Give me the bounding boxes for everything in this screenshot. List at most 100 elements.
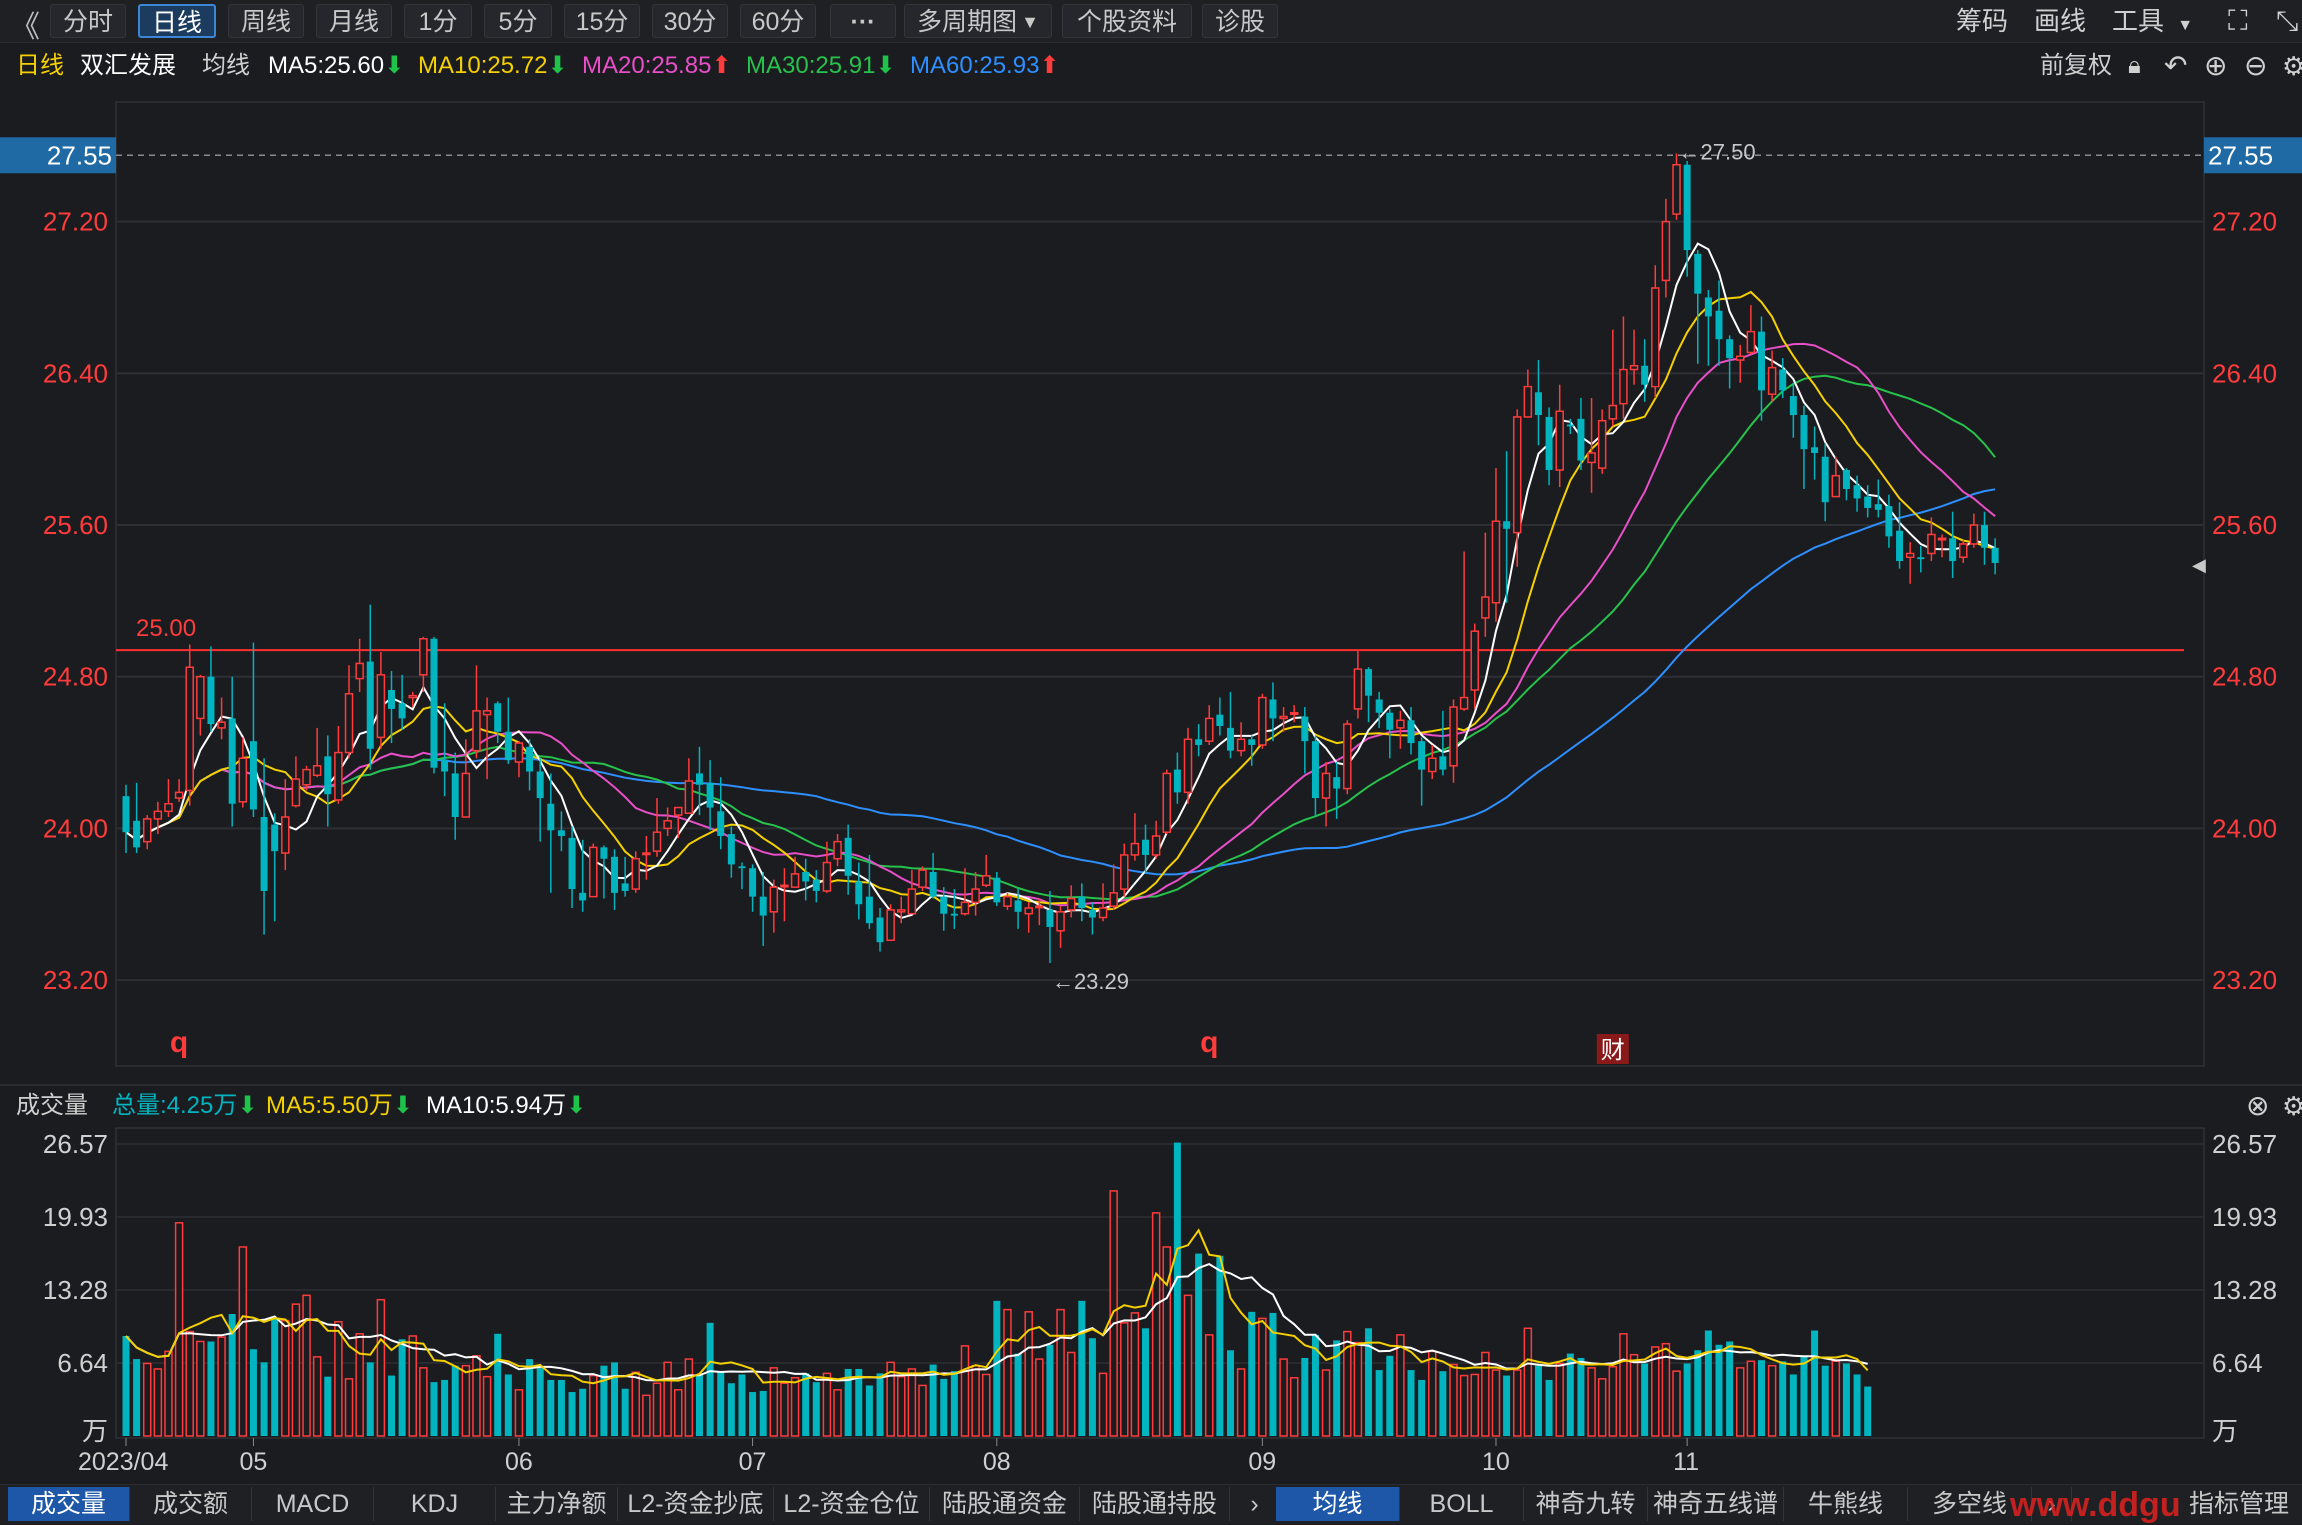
chip-button[interactable]: 筹码: [1956, 6, 2009, 36]
candle-body: [504, 731, 512, 761]
tools-button[interactable]: 工具 ▼: [2112, 4, 2193, 38]
x-tick-label: 06: [505, 1448, 533, 1476]
tab-daily[interactable]: 日线: [138, 4, 216, 38]
tab-volume[interactable]: 成交量: [8, 1487, 130, 1521]
candle-body: [472, 710, 481, 752]
tab-northbound-hold[interactable]: 陆股通持股: [1080, 1487, 1230, 1521]
x-tick-label: 11: [1673, 1448, 1699, 1476]
indicator-manage-button[interactable]: 指标管理: [2188, 1490, 2289, 1518]
candle-body: [717, 811, 725, 836]
tab-weekly[interactable]: 周线: [228, 4, 304, 38]
candle-body: [1109, 892, 1118, 907]
ma-label[interactable]: 均线: [202, 52, 250, 79]
candle-body: [1353, 668, 1363, 710]
zoom-in-icon[interactable]: ⊕: [2204, 50, 2228, 81]
y-tick-label-left: 27.20: [43, 207, 108, 237]
tab-main-net[interactable]: 主力净额: [496, 1487, 618, 1521]
candle-body: [1481, 596, 1490, 619]
volume-unit-left: 万: [82, 1416, 108, 1446]
volume-bar: [1418, 1379, 1426, 1436]
volume-bar: [344, 1378, 354, 1437]
adjust-mode[interactable]: 前复权: [2040, 52, 2112, 79]
chevron-right-icon[interactable]: ›: [2032, 1487, 2072, 1521]
tab-monthly[interactable]: 月线: [316, 4, 392, 38]
volume-bar: [1279, 1358, 1288, 1437]
volume-bar: [1236, 1368, 1246, 1437]
candle-body: [451, 773, 459, 818]
volume-bar: [1779, 1361, 1787, 1436]
volume-bar: [324, 1376, 332, 1436]
tab-60min[interactable]: 60分: [740, 4, 816, 38]
chevron-right-icon[interactable]: ›: [1230, 1487, 1280, 1521]
candle-body: [142, 818, 152, 843]
volume-bar: [621, 1388, 629, 1436]
arrow-down-icon: ⬇: [392, 1092, 413, 1119]
volume-bar: [376, 1298, 386, 1437]
stock-info-button[interactable]: 个股资料: [1062, 4, 1192, 38]
candle-body: [1566, 424, 1574, 427]
fullscreen-icon[interactable]: ⛶: [2228, 5, 2248, 36]
candle-body: [1269, 699, 1277, 719]
candle-body: [1949, 538, 1957, 562]
tab-boll[interactable]: BOLL: [1400, 1487, 1524, 1521]
volume-chart[interactable]: 26.57 26.57 19.93 19.93 13.28 13.28 6.64 6.64 万 万…: [0, 1085, 2302, 1485]
tab-bull-bear[interactable]: 牛熊线: [1784, 1487, 1908, 1521]
candle-body: [1555, 410, 1564, 471]
tab-5min[interactable]: 5分: [484, 4, 552, 38]
tab-turnover[interactable]: 成交额: [130, 1487, 252, 1521]
volume-bar: [960, 1345, 970, 1437]
tab-macd[interactable]: MACD: [252, 1487, 374, 1521]
price-chart[interactable]: 23.20 23.20 24.00 24.00 24.80 24.80 25.60 25.60…: [0, 100, 2302, 1072]
x-tick-label: 08: [983, 1448, 1011, 1476]
volume-bar: [1333, 1340, 1341, 1436]
volume-bar: [260, 1362, 268, 1436]
y-tick-label-right: 24.00: [2212, 813, 2277, 843]
tab-15min[interactable]: 15分: [564, 4, 640, 38]
volume-bar: [1853, 1374, 1861, 1436]
volume-bar: [600, 1365, 608, 1436]
plot-frame: [115, 101, 2205, 1067]
double-chevron-left-icon[interactable]: 《: [10, 11, 40, 44]
candle-body: [1396, 719, 1405, 729]
multi-period-dropdown[interactable]: 多周期图 ▼: [904, 4, 1052, 38]
caret-down-icon: ▼: [2177, 17, 2194, 34]
draw-button[interactable]: 画线: [2034, 6, 2087, 36]
tab-l2-position[interactable]: L2-资金仓位: [774, 1487, 930, 1521]
tab-30min[interactable]: 30分: [652, 4, 728, 38]
settings-icon[interactable]: ⚙: [2282, 51, 2302, 81]
volume-bar: [472, 1355, 481, 1437]
tab-five-lines[interactable]: 神奇五线谱: [1648, 1487, 1784, 1521]
candle-body: [706, 782, 714, 808]
tab-l2-bottom[interactable]: L2-资金抄底: [618, 1487, 774, 1521]
candle-body: [1672, 164, 1681, 215]
zoom-out-icon[interactable]: ⊖: [2244, 50, 2268, 81]
volume-bar: [482, 1375, 492, 1437]
candle-body: [1874, 504, 1882, 510]
volume-bar: [1216, 1255, 1224, 1436]
volume-bar: [1386, 1355, 1394, 1436]
candle-body: [1151, 835, 1161, 856]
close-icon[interactable]: ⊗: [2246, 1090, 2270, 1121]
tab-ma[interactable]: 均线: [1276, 1487, 1400, 1521]
candle-body: [1195, 739, 1203, 745]
tab-long-short[interactable]: 多空线: [1908, 1487, 2032, 1521]
volume-bar: [738, 1374, 746, 1436]
more-button[interactable]: ···: [830, 4, 896, 38]
candle-body: [960, 901, 970, 915]
candle-body: [1853, 485, 1861, 499]
undo-icon[interactable]: ↶: [2164, 50, 2188, 81]
settings-icon[interactable]: ⚙: [2282, 1091, 2302, 1121]
tab-1min[interactable]: 1分: [404, 4, 472, 38]
volume-bar: [1661, 1342, 1671, 1437]
candle-body: [482, 710, 492, 716]
tab-intraday[interactable]: 分时: [50, 4, 126, 38]
volume-ma10-text: MA10:5.94万: [426, 1092, 567, 1119]
candle-body: [1056, 911, 1065, 932]
tab-kdj[interactable]: KDJ: [374, 1487, 496, 1521]
collapse-icon[interactable]: ⤡: [2276, 5, 2299, 36]
diagnose-button[interactable]: 诊股: [1202, 4, 1278, 38]
tab-td9[interactable]: 神奇九转: [1524, 1487, 1648, 1521]
candle-body: [663, 820, 672, 830]
tab-northbound-fund[interactable]: 陆股通资金: [930, 1487, 1080, 1521]
lock-icon[interactable]: 🔒︎: [2128, 52, 2141, 79]
